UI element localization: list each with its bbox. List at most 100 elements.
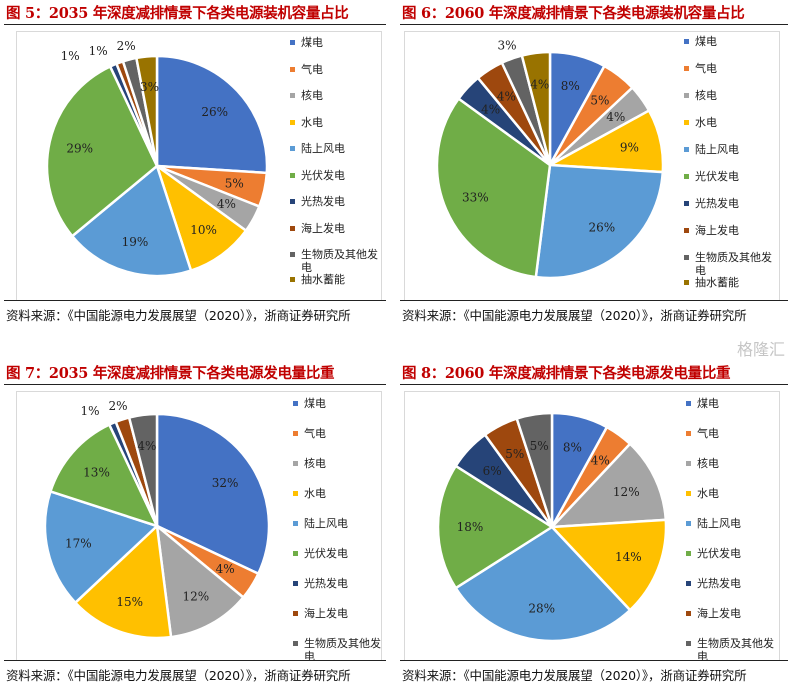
legend-swatch [686,461,691,466]
pie-slice-9 [520,50,552,166]
data-label: 5% [505,447,524,461]
legend-swatch [290,66,295,72]
data-label: 6% [483,464,502,478]
pie-slice-5 [48,422,160,529]
legend-item: 陆上风电 [684,143,774,170]
chart-panel-6: 图 6：2060 年深度减排情景下各类电源装机容量占比 8% 5% 4% 9% 26% 3… [396,0,788,330]
legend-swatch [686,581,691,586]
legend-item: 水电 [293,487,383,517]
data-label: 19% [122,235,149,249]
legend-item: 光热发电 [684,197,774,224]
legend-swatch [290,172,295,178]
legend-item: 气电 [293,427,383,457]
legend-label: 光热发电 [301,195,345,208]
legend-swatch [684,174,689,179]
divider [4,24,386,25]
legend-label: 光伏发电 [695,170,739,183]
legend-item: 陆上风电 [293,517,383,547]
legend-swatch [686,641,691,646]
data-label: 12% [183,590,210,604]
data-label: 15% [116,595,143,609]
legend-swatch [293,611,298,616]
legend-label: 气电 [697,427,719,440]
source-note: 资料来源：《中国能源电力发展展望（2020）》，浙商证券研究所 [402,308,747,323]
legend-item: 生物质及其他发电 [293,637,383,667]
legend-label: 生物质及其他发电 [304,637,381,663]
legend-label: 陆上风电 [301,142,345,155]
legend-swatch [293,461,298,466]
legend-swatch [686,491,691,496]
divider [400,660,788,661]
legend-label: 煤电 [301,36,323,49]
legend-swatch [684,201,689,206]
pie-slice-8 [515,411,554,528]
data-label: 9% [620,140,639,154]
legend-item: 气电 [290,63,380,90]
legend-item: 水电 [290,116,380,143]
chart-panel-7: 图 7：2035 年深度减排情景下各类电源发电量比重 32% 4% 12% 15% 17… [0,360,386,690]
data-label: 12% [613,485,640,499]
chart-title: 图 7：2035 年深度减排情景下各类电源发电量比重 [6,365,335,382]
legend-item: 海上发电 [684,224,774,251]
legend-label: 抽水蓄能 [695,276,739,289]
data-label: 8% [561,79,580,93]
legend-label: 生物质及其他发电 [695,251,772,277]
chart-title: 图 6：2060 年深度减排情景下各类电源装机容量占比 [402,5,745,22]
legend-swatch [686,431,691,436]
legend-item: 核电 [293,457,383,487]
legend-item: 煤电 [684,35,774,62]
data-label: 13% [83,466,110,480]
legend: 煤电 气电 核电 水电 陆上风电 光伏发电 光热发电 海上发电 生物质及其他发电 [293,397,383,667]
legend-item: 水电 [684,116,774,143]
data-label: 26% [589,221,616,235]
legend-item: 光伏发电 [293,547,383,577]
legend-item: 光伏发电 [684,170,774,197]
data-label: 33% [462,190,489,204]
data-label: 4% [530,77,549,91]
legend-swatch [293,551,298,556]
data-label: 14% [615,550,642,564]
pie-slice-2 [548,442,668,529]
chart-panel-8: 图 8：2060 年深度减排情景下各类电源发电量比重 8% 4% 12% 14% 28%… [396,360,788,690]
data-label: 32% [212,476,239,490]
legend-swatch [293,641,298,646]
legend-item: 海上发电 [290,222,380,249]
legend-label: 海上发电 [304,607,348,620]
chart-panel-5: 图 5：2035 年深度减排情景下各类电源装机容量占比 26% 5% 4% 10% 19… [0,0,386,330]
data-label: 26% [201,105,228,119]
data-label: 5% [225,176,244,190]
legend-label: 生物质及其他发电 [301,248,378,274]
legend-swatch [290,119,295,125]
legend-label: 海上发电 [697,607,741,620]
chart-frame [16,391,382,660]
legend-item: 海上发电 [686,607,776,637]
legend-label: 煤电 [695,35,717,48]
legend: 煤电 气电 核电 水电 陆上风电 光伏发电 光热发电 海上发电 生物质及其他发电 抽水蓄能 [684,35,774,303]
data-label: 10% [190,223,217,237]
legend-swatch [684,120,689,125]
pie-slice-9 [134,54,159,167]
chart-frame [16,31,382,300]
legend-item: 陆上风电 [290,142,380,169]
legend-label: 光热发电 [697,577,741,590]
legend-swatch [684,39,689,44]
pie-slice-5 [436,464,555,590]
pie-slice-3 [73,523,173,640]
legend-label: 抽水蓄能 [301,272,345,286]
legend-label: 核电 [301,89,323,102]
data-label: 8% [563,440,582,454]
legend-item: 光热发电 [686,577,776,607]
legend-swatch [293,401,298,406]
legend-label: 陆上风电 [697,517,741,530]
legend-swatch [684,280,689,285]
legend-label: 气电 [301,62,323,76]
legend-swatch [684,66,689,71]
data-label: 2% [117,39,136,53]
pie-slice-4 [534,163,665,280]
legend-swatch [686,611,691,616]
divider [4,660,386,661]
legend-item: 煤电 [290,36,380,63]
legend-item: 生物质及其他发电 [686,637,776,667]
data-label: 5% [590,94,609,108]
